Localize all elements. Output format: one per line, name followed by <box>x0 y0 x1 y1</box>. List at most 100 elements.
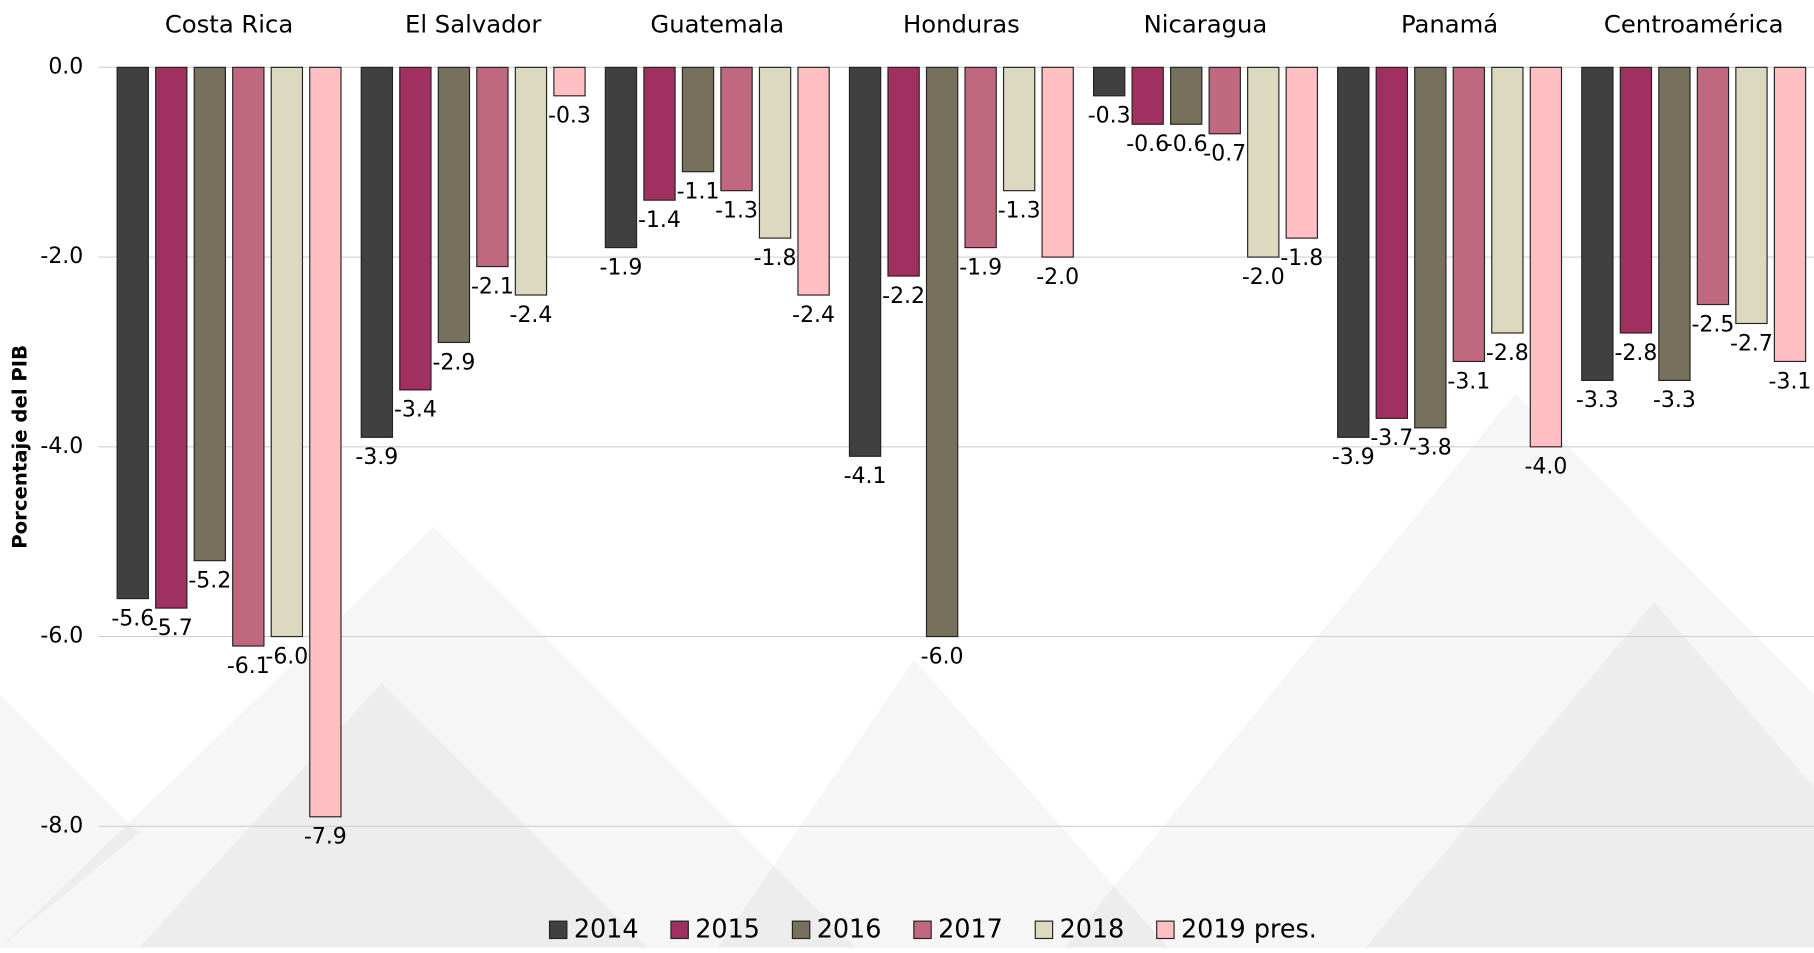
bar <box>797 66 830 296</box>
legend-swatch <box>791 920 811 940</box>
data-label: -0.6 <box>1165 132 1208 157</box>
bar <box>437 66 471 344</box>
legend-label: 2015 <box>695 914 760 944</box>
bar <box>270 66 304 638</box>
bar <box>1131 66 1164 125</box>
data-label: -2.0 <box>1036 265 1079 290</box>
bar <box>1619 66 1653 334</box>
bar <box>720 66 753 192</box>
data-label: -1.8 <box>1280 246 1323 271</box>
bar <box>887 66 920 277</box>
data-label: -1.3 <box>715 199 758 224</box>
bar <box>155 66 188 609</box>
bar <box>964 66 997 249</box>
bar <box>1581 66 1614 381</box>
data-label: -1.8 <box>754 246 797 271</box>
bar <box>1773 66 1807 363</box>
bar <box>1002 66 1036 192</box>
data-label: -0.7 <box>1203 142 1246 167</box>
data-label: -1.3 <box>998 199 1041 224</box>
bar <box>399 66 432 391</box>
data-label: -3.9 <box>1332 445 1375 470</box>
x-tick-label: Costa Rica <box>165 10 293 39</box>
data-label: -1.9 <box>600 255 643 280</box>
bar <box>925 66 959 638</box>
bar <box>1414 66 1447 429</box>
data-label: -2.4 <box>510 303 553 328</box>
legend-label: 2017 <box>938 914 1003 944</box>
x-tick-label: Centroamérica <box>1604 10 1784 39</box>
bar <box>1247 66 1280 258</box>
bar <box>681 66 715 173</box>
bar <box>1735 66 1768 325</box>
bar <box>1170 66 1203 125</box>
legend-swatch <box>548 920 568 940</box>
data-label: -2.9 <box>432 350 475 375</box>
data-label: -2.8 <box>1614 341 1657 366</box>
data-label: -2.2 <box>882 284 925 309</box>
bar <box>1092 66 1126 97</box>
data-label: -1.9 <box>959 255 1002 280</box>
x-tick-label: El Salvador <box>405 10 541 39</box>
data-label: -3.7 <box>1370 426 1413 451</box>
x-tick-label: Guatemala <box>650 10 784 39</box>
data-label: -0.6 <box>1126 132 1169 157</box>
bar <box>1696 66 1730 306</box>
legend-label: 2019 pres. <box>1181 914 1317 944</box>
data-label: -6.0 <box>265 644 308 669</box>
bar <box>1337 66 1370 438</box>
bar <box>476 66 509 268</box>
data-label: -2.8 <box>1486 341 1529 366</box>
bar <box>1491 66 1524 334</box>
data-label: -5.2 <box>188 568 231 593</box>
data-label: -6.1 <box>227 654 270 679</box>
bar <box>1208 66 1241 135</box>
data-label: -2.5 <box>1692 312 1735 337</box>
y-tick-label: -2.0 <box>40 244 83 269</box>
legend-swatch <box>1156 920 1175 940</box>
bar <box>514 66 548 296</box>
data-label: -2.7 <box>1730 331 1773 356</box>
legend-label: 2014 <box>574 914 639 944</box>
legend-swatch <box>913 920 932 940</box>
data-label: -1.1 <box>677 180 720 205</box>
data-label: -4.1 <box>844 464 887 489</box>
bar <box>553 66 586 97</box>
legend-label: 2018 <box>1060 914 1125 944</box>
y-axis-title: Porcentaje del PIB <box>8 345 31 549</box>
bar <box>643 66 676 201</box>
bar <box>1529 66 1563 448</box>
data-label: -5.6 <box>111 606 154 631</box>
data-label: -4.0 <box>1524 455 1567 480</box>
bar <box>360 66 394 438</box>
x-tick-label: Panamá <box>1401 10 1498 39</box>
bar <box>848 66 882 457</box>
x-tick-label: Nicaragua <box>1144 10 1268 39</box>
bar <box>604 66 638 249</box>
data-label: -6.0 <box>921 644 964 669</box>
bar <box>1375 66 1408 419</box>
legend-swatch <box>1034 920 1054 940</box>
y-tick-label: -4.0 <box>40 434 83 459</box>
bar <box>758 66 792 239</box>
bar <box>116 66 149 600</box>
data-label: -2.1 <box>471 274 514 299</box>
y-tick-label: -8.0 <box>40 813 83 838</box>
bar <box>232 66 265 647</box>
data-label: -2.0 <box>1242 265 1285 290</box>
data-label: -3.3 <box>1653 388 1696 413</box>
data-label: -1.4 <box>638 208 681 233</box>
data-label: -3.9 <box>355 445 398 470</box>
data-label: -3.1 <box>1769 369 1812 394</box>
x-tick-label: Honduras <box>903 10 1020 39</box>
data-label: -2.4 <box>792 303 835 328</box>
bar <box>193 66 226 562</box>
y-tick-label: -6.0 <box>40 624 83 649</box>
bar <box>1041 66 1074 258</box>
data-label: -0.3 <box>1088 104 1131 129</box>
bar <box>1452 66 1486 363</box>
legend-swatch <box>670 920 689 940</box>
y-tick-label: 0.0 <box>48 54 83 79</box>
